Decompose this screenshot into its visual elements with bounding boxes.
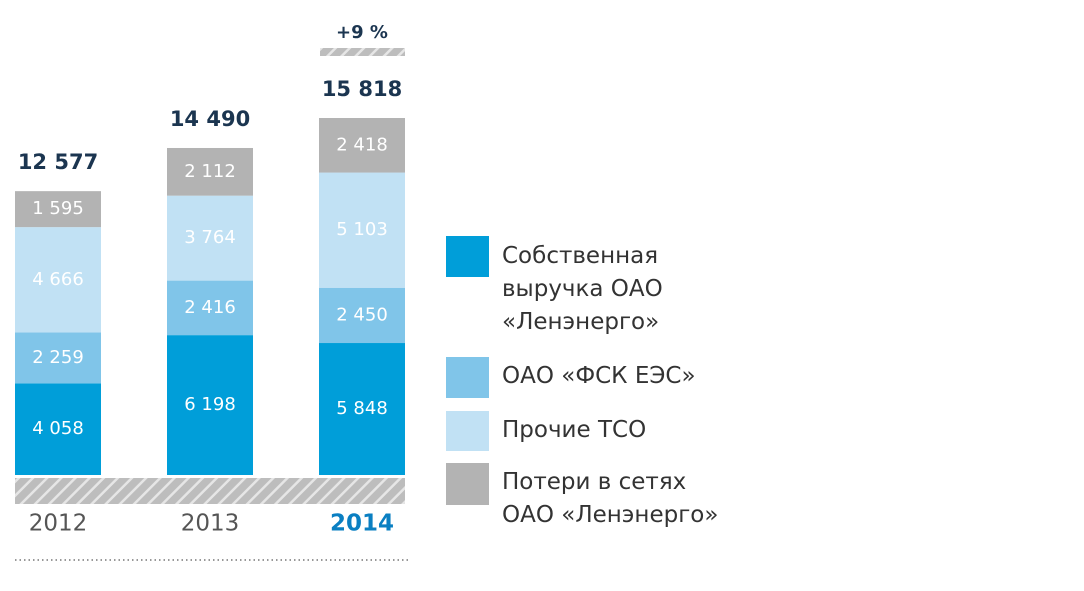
bar-segment: [15, 332, 101, 384]
value-label: 5 848: [336, 398, 388, 419]
bar-segment: [167, 195, 253, 281]
bar-segment: [319, 172, 405, 288]
total-label: 12 577: [18, 150, 98, 174]
annotation-band: [320, 48, 405, 56]
legend-swatch: [446, 357, 489, 398]
legend-swatch: [446, 463, 489, 505]
value-label: 4 058: [32, 418, 84, 439]
legend-label: Потери в сетях ОАО «Ленэнерго»: [502, 469, 719, 528]
x-tick-label: 2013: [181, 511, 240, 537]
bar-segment: [15, 383, 101, 475]
value-label: 2 416: [184, 297, 236, 318]
legend-label: ОАО «ФСК ЕЭС»: [502, 363, 696, 389]
value-label: 2 112: [184, 161, 236, 182]
bar-segment: [15, 191, 101, 228]
legend-swatch: [446, 411, 489, 451]
x-tick-label: 2012: [29, 511, 88, 537]
annotation: +9 %: [336, 22, 388, 43]
bar-segment: [15, 227, 101, 333]
value-label: 5 103: [336, 219, 388, 240]
bar-segment: [167, 280, 253, 336]
bar-segment: [167, 335, 253, 475]
bar-segment: [319, 118, 405, 173]
value-label: 2 259: [32, 347, 84, 368]
value-label: 6 198: [184, 394, 236, 415]
legend-swatch: [446, 236, 489, 277]
baseline-band: [15, 478, 405, 504]
bar-segment: [319, 287, 405, 344]
total-label: 14 490: [170, 107, 250, 131]
bar-segment: [319, 343, 405, 475]
legend-label: Собственная выручка ОАО «Ленэнерго»: [502, 243, 663, 335]
bar-segment: [167, 147, 253, 196]
value-label: 1 595: [32, 198, 84, 219]
value-label: 4 666: [32, 269, 84, 290]
x-tick-label: 2014: [330, 511, 394, 537]
value-label: 2 450: [336, 304, 388, 325]
value-label: 2 418: [336, 134, 388, 155]
total-label: 15 818: [322, 77, 402, 101]
legend-label: Прочие ТСО: [502, 417, 647, 443]
value-label: 3 764: [184, 227, 236, 248]
